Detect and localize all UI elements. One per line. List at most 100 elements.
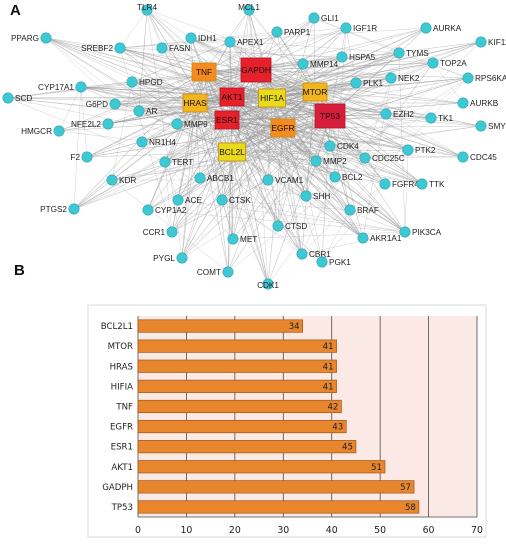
network-edge [80,86,284,129]
network-edge [231,151,303,255]
node-label: VCAM1 [275,176,304,185]
network-edge [161,47,273,99]
network-edge [231,151,234,240]
node-cbr1: CBR1 [296,248,331,260]
panel-a-label: A [10,2,21,19]
network-edge [329,27,347,117]
node-dot [357,232,369,244]
node-igf1r: IGF1R [340,22,377,34]
network-edge [255,69,392,79]
x-tick-label: 70 [471,525,483,536]
network-edge [282,127,406,233]
network-edge [7,97,166,163]
bar-egfr [137,419,347,434]
node-label: SCD [15,94,32,103]
node-akt1: AKT1 [219,87,245,107]
node-dot [316,256,328,268]
node-dot [300,190,312,202]
value-label: 57 [400,483,411,493]
bar-tnf [137,399,342,414]
node-dot [136,136,148,148]
node-dot [2,92,14,104]
node-smyd3: SMYD3 [475,120,506,132]
hub-node-box [182,93,208,113]
node-label: CYP1A2 [155,206,187,215]
network-edge [161,47,434,64]
node-label: KIF11 [488,38,506,47]
network-edge [177,27,427,201]
node-gli1: GLI1 [308,12,339,24]
network-edge [114,103,331,117]
node-ptk2: PTK2 [402,144,436,156]
network-edge [45,37,284,129]
network-edge [164,161,323,263]
node-dot [350,77,362,89]
network-edge [131,81,273,99]
network-edge [176,91,316,125]
network-edge [277,41,482,227]
node-label: IGF1R [353,24,377,33]
network-edge [147,102,196,211]
value-label: 51 [371,463,382,473]
node-apex1: APEX1 [224,36,264,48]
node-ctsd: CTSD [272,220,307,232]
network-edge [194,102,269,181]
network-edge [190,37,364,239]
node-label: CDC25C [372,154,405,163]
node-label: CYP17A1 [38,83,74,92]
network-edge [203,17,315,73]
network-edge [138,110,233,153]
network-edge [138,9,148,112]
network-edge [231,56,343,153]
node-nr1h4: NR1H4 [136,136,176,148]
network-edge [199,115,331,179]
network-edge [226,119,464,158]
network-edge [226,82,357,121]
node-label: MMP2 [323,157,347,166]
node-pygl: PYGL [153,252,188,264]
network-edge [227,127,284,273]
node-nfe2l2: NFE2L2 [71,118,114,130]
node-dot [142,204,154,216]
network-edge [277,145,331,227]
node-label: RPS6KA3 [475,74,506,83]
node-dot [297,58,309,70]
network-edge [231,77,469,153]
node-tert: TERT [159,156,193,168]
node-pgk1: PGK1 [316,256,351,268]
node-label: EZH2 [393,110,414,119]
node-label: PTK2 [415,146,436,155]
node-esr1: ESR1 [214,110,240,130]
node-label: BRAF [357,206,379,215]
node-dot [379,178,391,190]
network-edge [229,41,284,129]
network-edge [119,47,331,117]
network-edge [267,62,434,285]
network-edge [138,63,304,112]
node-label: NR1H4 [149,138,176,147]
node-dot [109,98,121,110]
network-edge [282,127,409,151]
node-ttk: TTK [416,178,445,190]
node-label: TERT [172,158,193,167]
network-edge [231,149,409,153]
node-dot [462,72,474,84]
category-label: EGFR [110,423,133,433]
network-edge [171,145,331,233]
node-hspa5: HSPA5 [336,51,376,63]
hub-node-box [214,110,240,130]
node-dot [222,266,234,278]
network-edge [146,9,183,259]
node-label: G6PD [86,100,108,109]
node-dot [53,125,65,137]
node-label: ACE [185,196,202,205]
node-label: NEK2 [398,74,420,83]
network-edge [248,9,316,93]
network-edge [231,151,423,185]
node-dot [272,220,284,232]
node-dot [425,112,437,124]
hub-node-label: BCL2L [219,147,245,157]
node-dot [393,47,405,59]
hub-node-box [218,142,246,162]
node-label: BCL2 [342,173,363,182]
